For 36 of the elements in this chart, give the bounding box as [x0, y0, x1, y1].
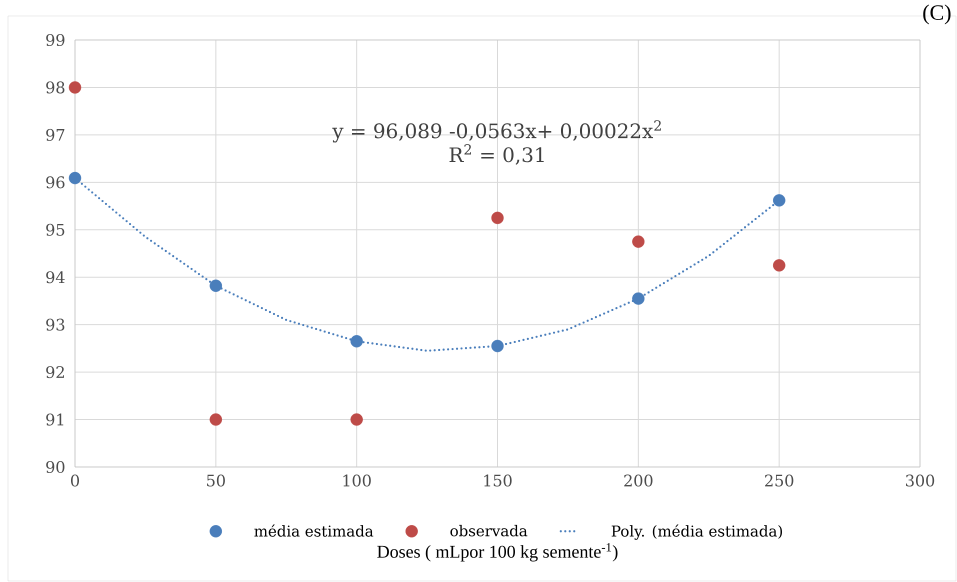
- x-tick-label: 50: [207, 474, 225, 487]
- point: [350, 413, 363, 426]
- point: [491, 212, 504, 224]
- y-tick-label: 92: [46, 366, 64, 378]
- y-tick-label: 99: [46, 34, 64, 46]
- y-tick-label: 97: [46, 128, 64, 141]
- point: [632, 292, 645, 305]
- x-tick-label: 100: [343, 474, 371, 487]
- point: [68, 172, 82, 184]
- x-tick-label: 0: [70, 474, 80, 487]
- point: [772, 194, 786, 207]
- chart-title: (C): [923, 4, 951, 24]
- y-tick-label: 95: [46, 224, 64, 236]
- point: [210, 413, 222, 426]
- point: [491, 340, 504, 352]
- y-tick-label: 96: [46, 176, 64, 188]
- point: [68, 81, 82, 94]
- legend-label: Poly. (média estimada): [612, 524, 782, 540]
- x-axis-title: Doses ( mLpor 100 kg semente$^{-1}$): [377, 543, 618, 562]
- y-tick-label: 93: [46, 318, 64, 331]
- legend-label: média estimada: [254, 524, 374, 537]
- point: [772, 259, 786, 272]
- annotation: R$^{2}$ = 0,31: [450, 144, 544, 165]
- y-tick-label: 94: [46, 271, 65, 284]
- x-tick-label: 150: [484, 474, 512, 487]
- x-tick-label: 200: [624, 474, 652, 487]
- point: [210, 280, 222, 292]
- x-tick-label: 300: [906, 474, 934, 487]
- x-tick-label: 250: [765, 474, 794, 487]
- y-tick-label: 98: [46, 81, 64, 94]
- point: [350, 335, 363, 348]
- annotation: y = 96,089 -0,0563x+ 0,00022x$^{2}$: [332, 120, 661, 143]
- point: [632, 235, 645, 248]
- y-tick-label: 91: [46, 414, 64, 426]
- legend-label: observada: [450, 524, 528, 536]
- y-tick-label: 90: [46, 460, 64, 474]
